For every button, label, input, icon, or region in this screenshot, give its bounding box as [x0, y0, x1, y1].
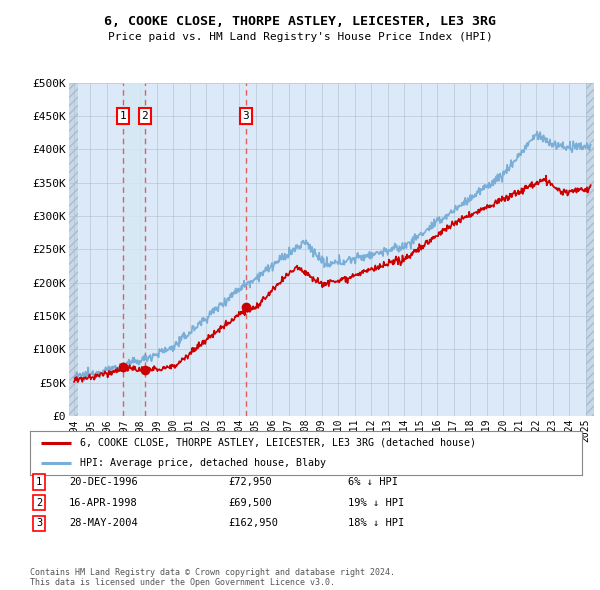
Text: Contains HM Land Registry data © Crown copyright and database right 2024.
This d: Contains HM Land Registry data © Crown c… [30, 568, 395, 587]
Text: 20-DEC-1996: 20-DEC-1996 [69, 477, 138, 487]
Text: 6, COOKE CLOSE, THORPE ASTLEY, LEICESTER, LE3 3RG: 6, COOKE CLOSE, THORPE ASTLEY, LEICESTER… [104, 15, 496, 28]
Text: 18% ↓ HPI: 18% ↓ HPI [348, 519, 404, 528]
Text: 6% ↓ HPI: 6% ↓ HPI [348, 477, 398, 487]
Bar [586, 83, 594, 416]
Text: 6, COOKE CLOSE, THORPE ASTLEY, LEICESTER, LE3 3RG (detached house): 6, COOKE CLOSE, THORPE ASTLEY, LEICESTER… [80, 438, 476, 448]
Text: 28-MAY-2004: 28-MAY-2004 [69, 519, 138, 528]
Text: 19% ↓ HPI: 19% ↓ HPI [348, 498, 404, 507]
Text: 3: 3 [36, 519, 42, 528]
Text: 1: 1 [36, 477, 42, 487]
Text: £69,500: £69,500 [228, 498, 272, 507]
Text: 2: 2 [36, 498, 42, 507]
Text: £72,950: £72,950 [228, 477, 272, 487]
Text: 3: 3 [242, 111, 249, 121]
Text: £162,950: £162,950 [228, 519, 278, 528]
Text: HPI: Average price, detached house, Blaby: HPI: Average price, detached house, Blab… [80, 458, 326, 468]
Text: 16-APR-1998: 16-APR-1998 [69, 498, 138, 507]
Text: Price paid vs. HM Land Registry's House Price Index (HPI): Price paid vs. HM Land Registry's House … [107, 32, 493, 42]
Text: 2: 2 [142, 111, 148, 121]
Bar [123, 83, 145, 416]
Text: 1: 1 [119, 111, 127, 121]
Bar [69, 83, 78, 416]
